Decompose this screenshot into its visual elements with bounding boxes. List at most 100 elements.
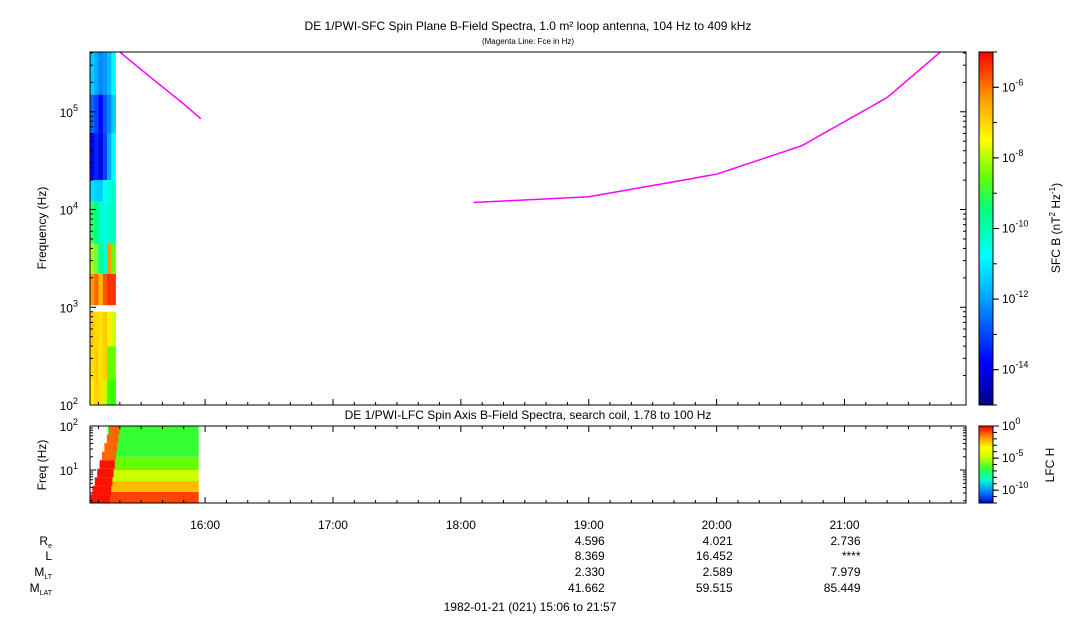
- lfc-cell: [104, 443, 118, 452]
- sfc-cell: [98, 201, 104, 244]
- lfc-cell: [108, 456, 199, 471]
- sfc-cell: [107, 346, 112, 381]
- time-tick-label: 21:00: [829, 518, 859, 532]
- sfc-colorbar-tick-label: 10-12: [1002, 289, 1028, 306]
- ephemeris-value: 2.589: [703, 565, 733, 579]
- lfc-plot-frame: [89, 425, 967, 504]
- lfc-cell: [108, 481, 199, 492]
- time-tick-label: 19:00: [574, 518, 604, 532]
- sfc-subtitle: (Magenta Line: Fce in Hz): [482, 37, 574, 46]
- sfc-y-label: Frequency (Hz): [35, 187, 49, 270]
- ephemeris-value: 41.662: [568, 581, 605, 595]
- ephemeris-value: 4.596: [575, 534, 605, 548]
- ephemeris-value: 16.452: [696, 549, 733, 563]
- lfc-cell: [108, 426, 199, 457]
- fce-segment: [473, 51, 941, 204]
- lfc-colorbar: [978, 425, 994, 504]
- sfc-cell: [90, 52, 95, 95]
- sfc-cell: [94, 346, 99, 381]
- sfc-cell: [94, 133, 99, 181]
- sfc-cell: [111, 52, 116, 95]
- ephemeris-value: 2.736: [830, 534, 860, 548]
- ephemeris-value: ****: [842, 549, 861, 563]
- sfc-cell: [102, 94, 108, 134]
- ephemeris-value: 2.330: [575, 565, 605, 579]
- sfc-cell: [111, 133, 116, 181]
- lfc-title: DE 1/PWI-LFC Spin Axis B-Field Spectra, …: [345, 408, 712, 422]
- sfc-cell: [107, 380, 112, 405]
- sfc-cell: [98, 346, 104, 381]
- ephemeris-row-label: L: [45, 549, 52, 563]
- sfc-cell: [111, 94, 116, 134]
- ephemeris-table: Re 4.596 4.021 2.736 L 8.369 16.452 **** MLT 2.33…: [30, 534, 861, 597]
- sfc-cell: [102, 133, 108, 181]
- sfc-colorbar: [978, 51, 994, 406]
- sfc-cell: [107, 52, 112, 95]
- sfc-cell: [111, 201, 116, 244]
- sfc-cell: [111, 346, 116, 381]
- sfc-cell: [90, 273, 95, 306]
- sfc-cell: [102, 273, 108, 306]
- sfc-cell: [107, 273, 112, 306]
- ephemeris-row-label: MLT: [34, 565, 52, 581]
- sfc-cell: [98, 273, 104, 306]
- sfc-cell: [107, 243, 112, 274]
- sfc-cell: [98, 94, 104, 134]
- sfc-cell: [98, 133, 104, 181]
- sfc-colorbar-ticks: 10-6 10-8 10-10 10-12 10-14: [993, 51, 1028, 406]
- sfc-cell: [102, 201, 108, 244]
- time-axis: 16:00 17:00 18:00 19:00 20:00 21:00: [98, 399, 952, 532]
- lfc-cell: [90, 494, 110, 503]
- sfc-cell: [94, 380, 99, 405]
- sfc-cell: [90, 94, 95, 134]
- sfc-cell: [107, 201, 112, 244]
- sfc-cell: [111, 180, 116, 202]
- sfc-title: DE 1/PWI-SFC Spin Plane B-Field Spectra,…: [305, 19, 752, 33]
- lfc-colorbar-label: LFC H: [1043, 448, 1057, 483]
- lfc-cell: [99, 460, 115, 469]
- sfc-cell: [107, 180, 112, 202]
- fce-line: [119, 51, 941, 204]
- time-tick-label: 18:00: [446, 518, 476, 532]
- lfc-y-label: Freq (Hz): [35, 440, 49, 491]
- lfc-cell: [108, 491, 199, 503]
- ephemeris-value: 8.369: [575, 549, 605, 563]
- time-tick-label: 20:00: [702, 518, 732, 532]
- sfc-y-tick-label: 103: [60, 298, 78, 315]
- sfc-cell: [90, 133, 95, 181]
- sfc-cell: [98, 243, 104, 274]
- sfc-colorbar-tick-label: 10-14: [1002, 360, 1028, 377]
- sfc-cell: [98, 311, 104, 347]
- sfc-cell: [102, 180, 108, 202]
- sfc-cell: [102, 311, 108, 347]
- sfc-cell: [98, 380, 104, 405]
- lfc-colorbar-tick-label: 10-10: [1002, 480, 1028, 497]
- lfc-cell: [108, 470, 199, 482]
- time-tick-label: 16:00: [190, 518, 220, 532]
- sfc-cell: [90, 380, 95, 405]
- ephemeris-value: 4.021: [703, 534, 733, 548]
- sfc-cell: [111, 311, 116, 347]
- lfc-y-tick-label: 101: [60, 461, 78, 478]
- sfc-colorbar-label: SFC B (nT2 Hz-1): [1048, 183, 1063, 273]
- sfc-cell: [90, 243, 95, 274]
- lfc-cell: [102, 451, 116, 461]
- sfc-cell: [111, 380, 116, 405]
- ephemeris-value: 85.449: [824, 581, 861, 595]
- sfc-colorbar-tick-label: 10-6: [1002, 77, 1023, 94]
- ephemeris-value: 59.515: [696, 581, 733, 595]
- footer-date-range: 1982-01-21 (021) 15:06 to 21:57: [444, 600, 617, 614]
- sfc-colorbar-tick-label: 10-8: [1002, 148, 1023, 165]
- lfc-cell: [92, 485, 112, 495]
- fce-segment: [119, 51, 202, 120]
- sfc-cell: [102, 380, 108, 405]
- lfc-cell: [109, 426, 120, 435]
- sfc-cell: [102, 243, 108, 274]
- sfc-y-tick-label: 102: [60, 396, 78, 413]
- time-tick-label: 17:00: [318, 518, 348, 532]
- sfc-cell: [90, 180, 95, 202]
- ephemeris-value: 7.979: [830, 565, 860, 579]
- lfc-cell: [94, 477, 113, 486]
- sfc-cell: [107, 311, 112, 347]
